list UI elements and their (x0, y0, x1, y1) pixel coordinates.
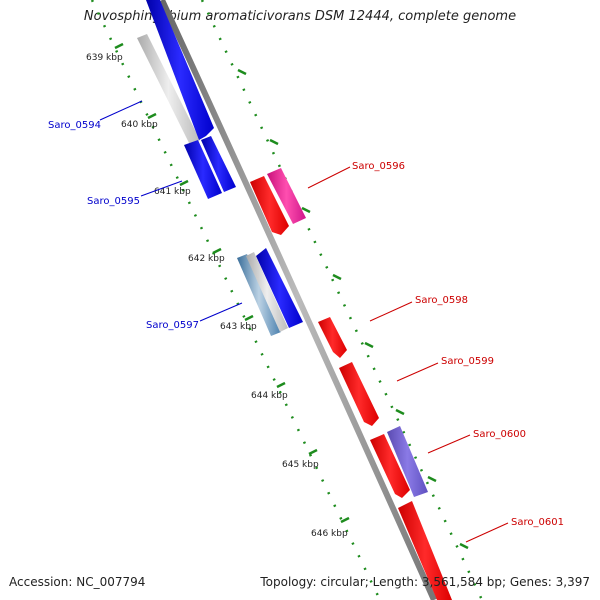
major-tick (147, 112, 157, 120)
gene-arrow-saro-0595-a (184, 140, 222, 199)
map-title: Novosphingobium aromaticivorans DSM 1244… (83, 9, 517, 24)
major-tick (269, 138, 279, 146)
gene-arrow-saro-0600-purple (387, 426, 428, 497)
gene-label-saro-0594[interactable]: Saro_0594 (48, 120, 101, 131)
scale-tick-label: 642 kbp (188, 254, 225, 264)
major-tick (114, 42, 124, 50)
scale-tick-label: 643 kbp (220, 322, 257, 332)
gene-arrow-saro-0594 (146, 0, 214, 140)
inner-dotted-guide (90, 0, 382, 600)
gene-label-saro-0600[interactable]: Saro_0600 (473, 429, 526, 440)
scale-tick-label: 640 kbp (121, 120, 158, 130)
major-tick (364, 341, 374, 349)
gene-arrow-saro-0599 (339, 362, 379, 426)
gene-arrow-blue-3 (256, 248, 303, 328)
genome-backbone (159, 0, 437, 600)
major-tick (276, 381, 286, 389)
scale-tick-label: 644 kbp (251, 391, 288, 401)
leader-line-saro-0600 (427, 434, 471, 454)
major-tick (427, 475, 437, 483)
scale-tick-label: 641 kbp (154, 187, 191, 197)
scale-tick-label: 645 kbp (282, 460, 319, 470)
gene-arrow-gray-2 (246, 252, 288, 332)
scale-tick-label: 639 kbp (86, 53, 123, 63)
major-ticks (114, 42, 469, 550)
leader-line-saro-0601 (465, 522, 509, 543)
leader-line-saro-0594 (99, 100, 143, 121)
major-tick (179, 179, 189, 187)
gene-arrow-saro-0596-pink (267, 168, 306, 224)
major-tick (395, 408, 405, 416)
leader-line-saro-0596 (307, 166, 351, 189)
gene-arrow-saro-0598 (318, 317, 347, 358)
gene-arrow-saro-0597 (237, 254, 281, 336)
scale-tick-label: 646 kbp (311, 529, 348, 539)
major-tick (308, 448, 318, 456)
gene-label-saro-0595[interactable]: Saro_0595 (87, 196, 140, 207)
leader-line-saro-0598 (369, 301, 413, 322)
gene-arrow-saro-0600-red (370, 434, 410, 498)
gene-arrow-saro-0601 (398, 501, 452, 600)
gene-label-saro-0601[interactable]: Saro_0601 (511, 517, 564, 528)
accession-text: Accession: NC_007794 (9, 575, 146, 589)
major-tick (237, 68, 247, 76)
leader-line-saro-0597 (199, 302, 243, 322)
major-tick (332, 273, 342, 281)
major-tick (244, 314, 254, 322)
leader-line-saro-0595 (140, 180, 183, 197)
gene-label-saro-0599[interactable]: Saro_0599 (441, 356, 494, 367)
major-tick (301, 206, 311, 214)
major-tick (212, 247, 222, 255)
gene-label-saro-0596[interactable]: Saro_0596 (352, 161, 405, 172)
gene-arrow-saro-0595-b (201, 136, 236, 192)
major-tick (459, 542, 469, 550)
genome-summary-text: Topology: circular; Length: 3,561,584 bp… (260, 575, 590, 589)
gene-label-saro-0597[interactable]: Saro_0597 (146, 320, 199, 331)
gene-label-saro-0598[interactable]: Saro_0598 (415, 295, 468, 306)
leader-line-saro-0599 (396, 362, 439, 382)
major-tick (340, 516, 350, 524)
gene-arrow-gray (137, 34, 200, 145)
gene-arrow-saro-0596-red (250, 176, 289, 235)
